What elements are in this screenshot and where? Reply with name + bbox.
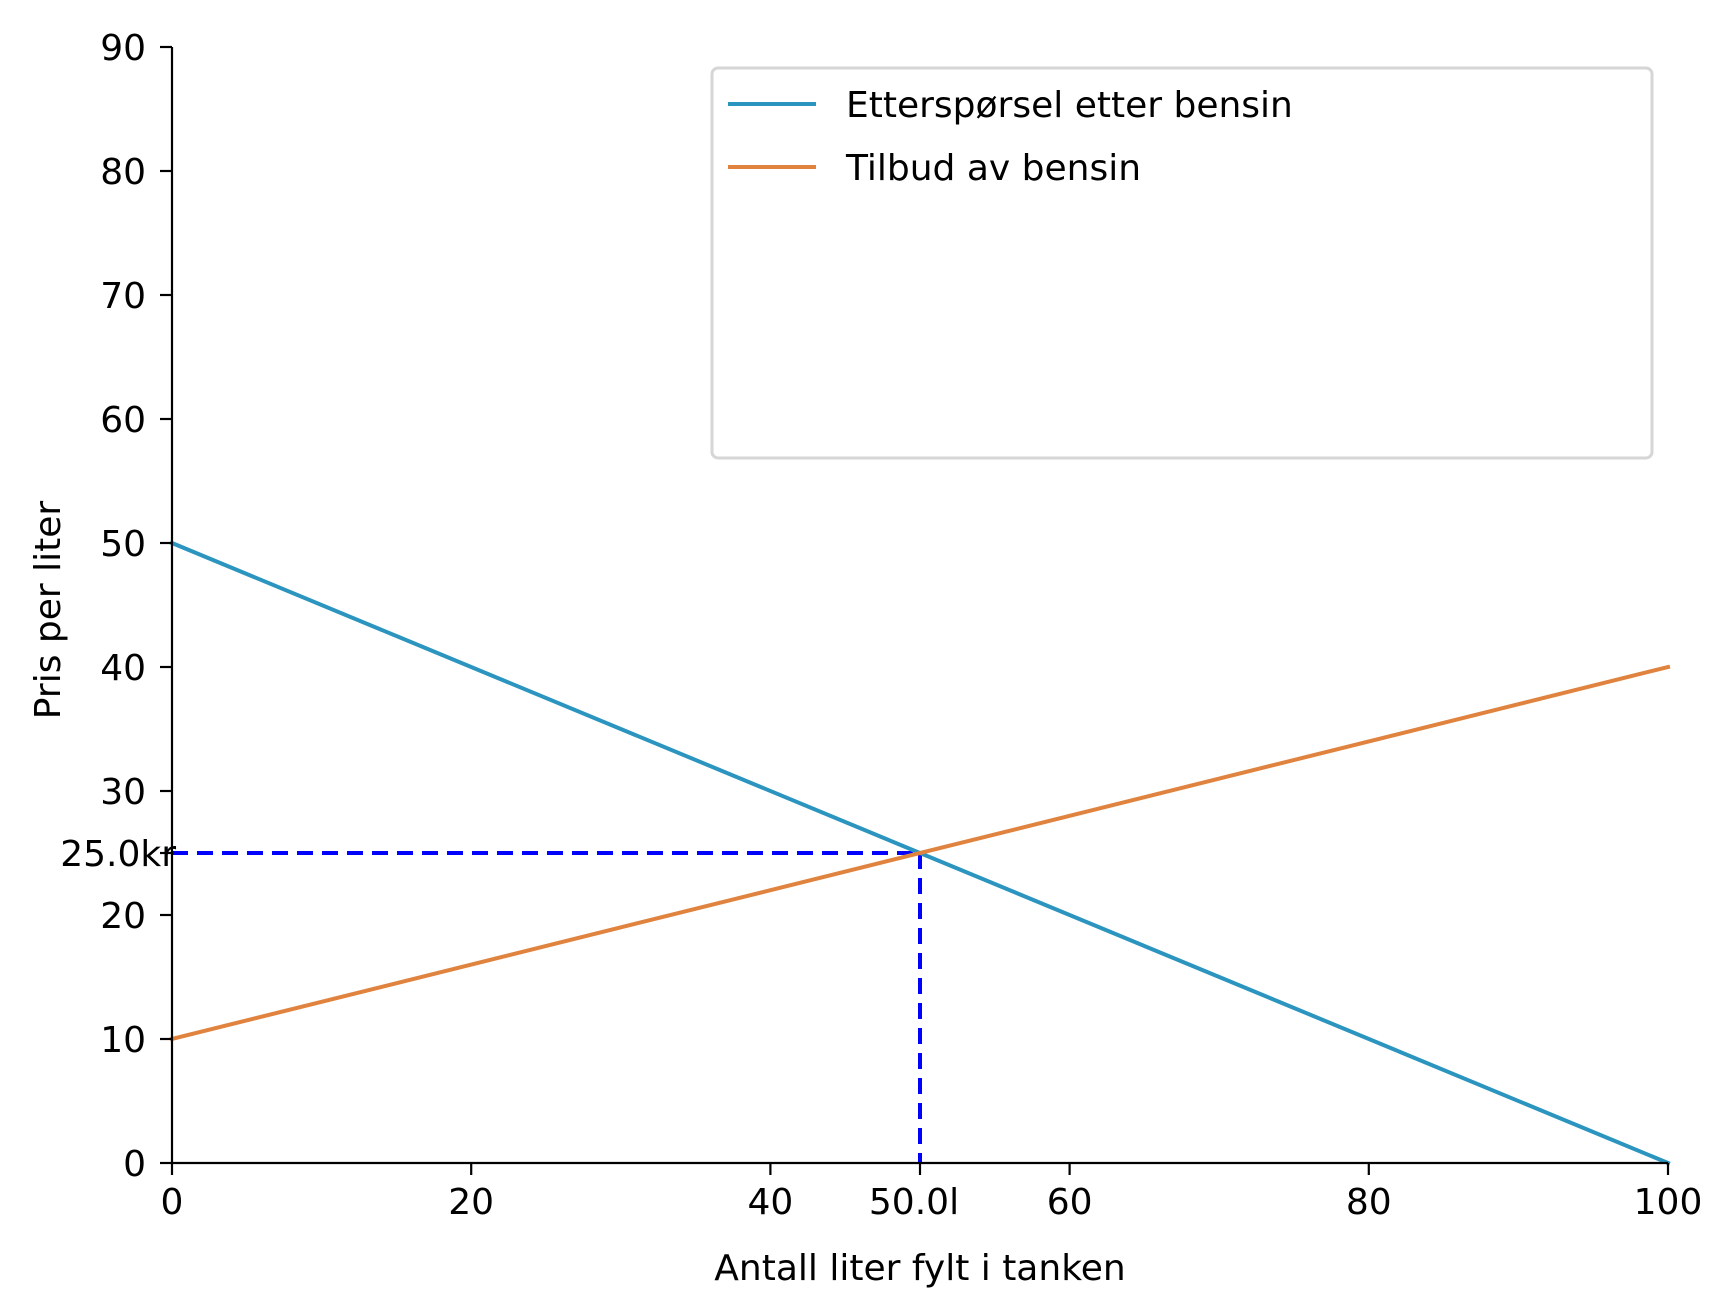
y-tick-label: 50 <box>100 524 146 565</box>
y-tick-label: 90 <box>100 28 146 69</box>
y-axis-title: Pris per liter <box>28 501 69 720</box>
equilibrium-x-label: 50.0l <box>869 1182 959 1223</box>
y-tick-label: 60 <box>100 400 146 441</box>
x-tick-label: 100 <box>1634 1182 1703 1223</box>
equilibrium-y-label: 25.0kr <box>60 834 176 875</box>
legend-label: Etterspørsel etter bensin <box>846 85 1293 126</box>
equilibrium-guides <box>172 851 922 1163</box>
axes <box>160 45 1670 1175</box>
y-tick-label: 10 <box>100 1020 146 1061</box>
legend-label: Tilbud av bensin <box>845 148 1141 189</box>
y-tick-label: 0 <box>123 1144 146 1185</box>
x-tick-label: 40 <box>747 1182 793 1223</box>
x-tick-label: 0 <box>161 1182 184 1223</box>
x-tick-label: 60 <box>1047 1182 1093 1223</box>
y-tick-label: 70 <box>100 276 146 317</box>
series-lines <box>169 540 1671 1166</box>
y-tick-label: 80 <box>100 152 146 193</box>
x-axis-title: Antall liter fylt i tanken <box>714 1248 1125 1289</box>
tick-labels: 0 10 20 30 40 50 60 70 80 90 0 20 40 60 80 100 50.0l 25.0… <box>60 28 1702 1223</box>
legend: Etterspørsel etter bensin Tilbud av bensi… <box>710 66 1654 460</box>
y-tick-label: 30 <box>100 772 146 813</box>
y-tick-label: 20 <box>100 896 146 937</box>
series-line-2 <box>169 664 1671 1042</box>
x-tick-label: 80 <box>1346 1182 1392 1223</box>
y-tick-label: 40 <box>100 648 146 689</box>
x-tick-label: 20 <box>448 1182 494 1223</box>
legend-box <box>710 66 1654 460</box>
